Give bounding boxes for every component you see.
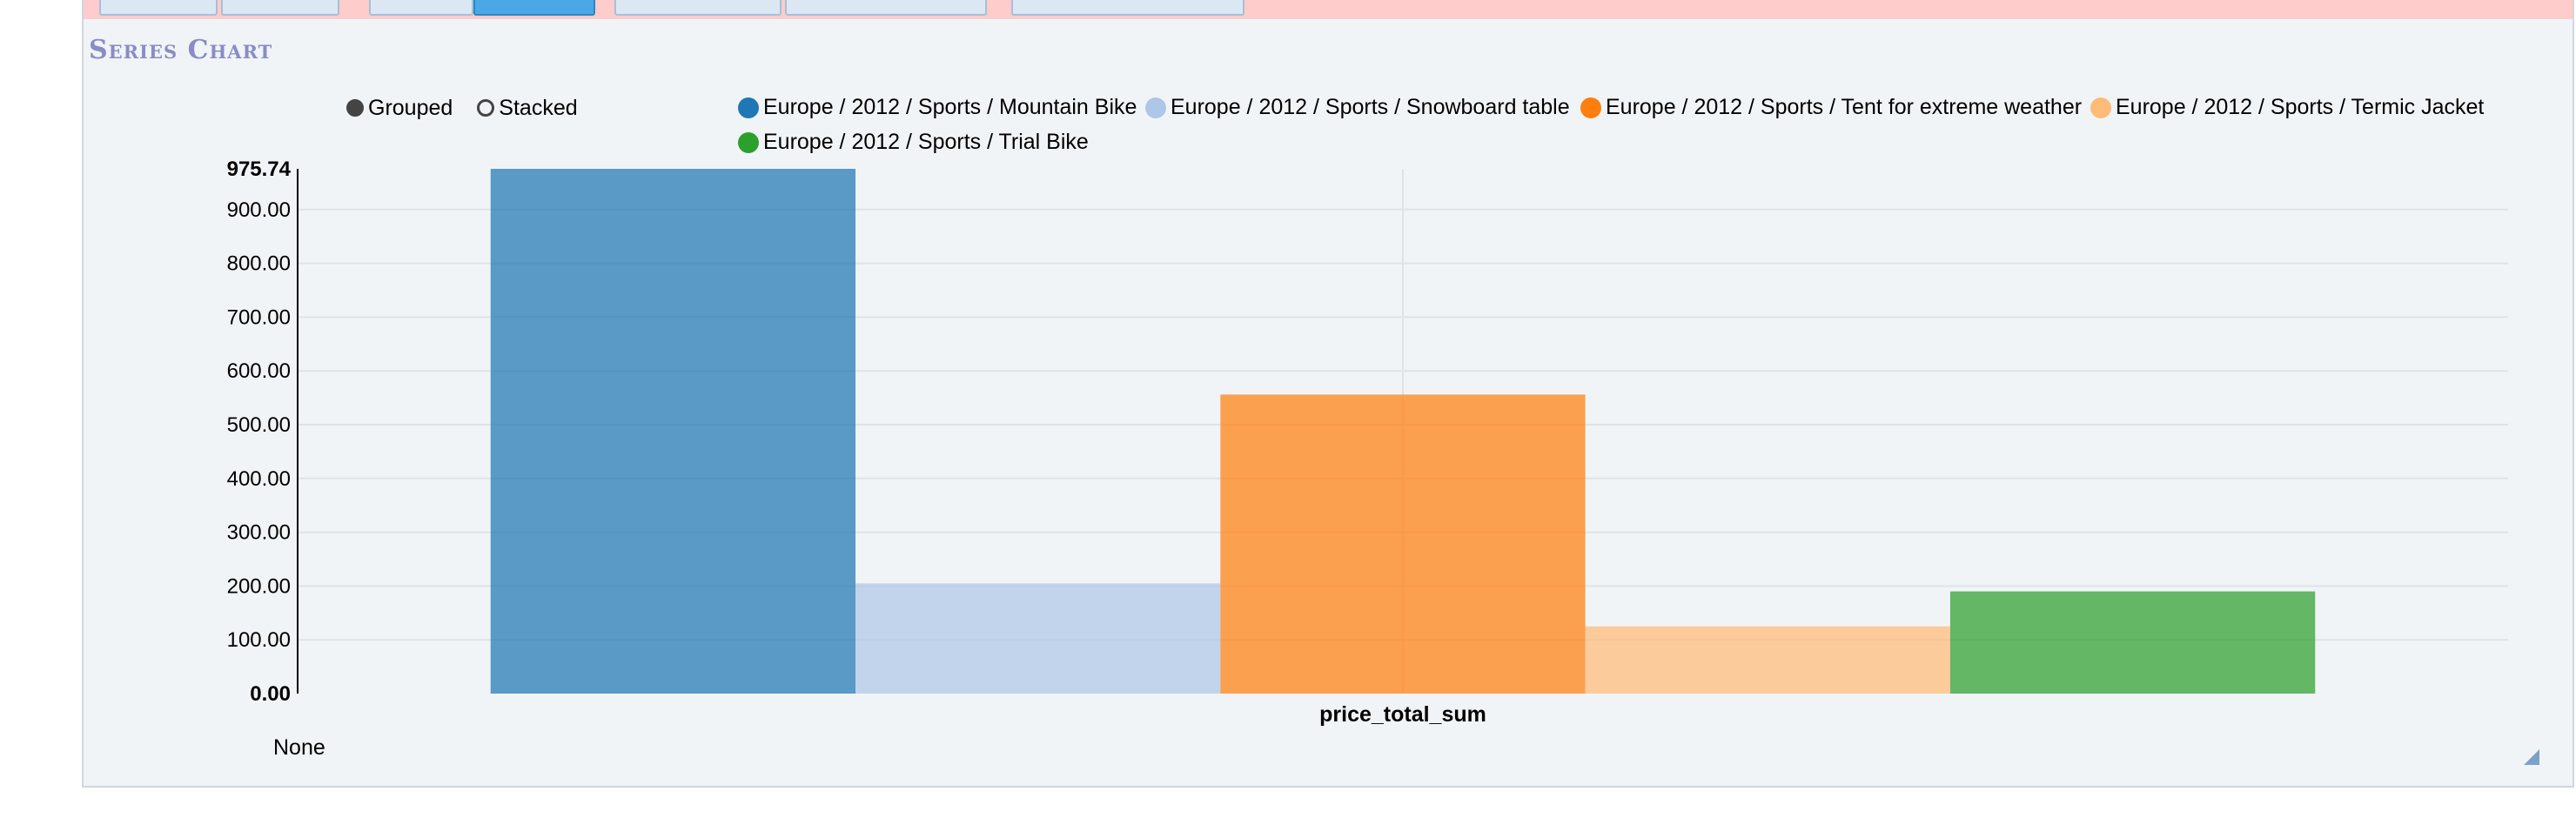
toolbar xyxy=(84,0,2573,19)
stacked-label[interactable]: Stacked xyxy=(499,95,578,120)
toolbar-button-5[interactable] xyxy=(614,0,782,16)
legend-dot-icon xyxy=(738,131,759,153)
y-tick-label: 700.00 xyxy=(227,305,291,329)
toolbar-button-1[interactable] xyxy=(99,0,218,16)
bar-termic-jacket xyxy=(1585,626,1950,694)
legend-dot-icon xyxy=(1145,97,1166,118)
series-chart-panel: Series Chart Grouped Stacked Europe / 20… xyxy=(82,0,2574,788)
legend-label: Europe / 2012 / Sports / Mountain Bike xyxy=(763,95,1137,119)
y-tick-label: 600.00 xyxy=(227,359,291,383)
toolbar-button-3[interactable] xyxy=(369,0,473,16)
bar-trial-bike xyxy=(1949,591,2316,694)
legend-dot-icon xyxy=(2090,97,2111,118)
toolbar-button-2[interactable] xyxy=(221,0,339,16)
y-tick-label: 200.00 xyxy=(227,574,291,598)
bar-tent-for-extreme-weather xyxy=(1220,394,1586,694)
bar-mountain-bike xyxy=(490,169,856,694)
legend-item-termic-jacket[interactable]: Europe / 2012 / Sports / Termic Jacket xyxy=(2090,95,2484,120)
x-tick-label: price_total_sum xyxy=(1319,702,1486,727)
grouped-label[interactable]: Grouped xyxy=(368,95,453,120)
y-tick-label: 0.00 xyxy=(250,682,291,706)
resize-handle-icon[interactable] xyxy=(2524,749,2539,765)
toolbar-button-7[interactable] xyxy=(1011,0,1244,16)
footer-note: None xyxy=(273,735,325,760)
y-tick-label: 900.00 xyxy=(227,198,291,222)
legend-label: Europe / 2012 / Sports / Snowboard table xyxy=(1171,95,1570,119)
grouped-radio-icon[interactable] xyxy=(346,99,364,117)
legend-item-snowboard-table[interactable]: Europe / 2012 / Sports / Snowboard table xyxy=(1145,95,1570,120)
legend-dot-icon xyxy=(738,97,759,118)
legend-label: Europe / 2012 / Sports / Trial Bike xyxy=(763,130,1089,154)
bar-chart: 0.00 100.00 200.00 300.00 400.00 500.00 600.00… xyxy=(227,158,2508,727)
legend-label: Europe / 2012 / Sports / Termic Jacket xyxy=(2116,95,2485,119)
panel-title: Series Chart xyxy=(89,35,273,65)
y-tick-label: 400.00 xyxy=(227,467,291,491)
legend-dot-icon xyxy=(1580,97,1601,118)
legend-item-trial-bike[interactable]: Europe / 2012 / Sports / Trial Bike xyxy=(738,130,1089,155)
y-tick-label: 100.00 xyxy=(227,628,291,652)
legend-item-mountain-bike[interactable]: Europe / 2012 / Sports / Mountain Bike xyxy=(738,95,1137,120)
y-tick-label: 800.00 xyxy=(227,252,291,276)
y-tick-label: 300.00 xyxy=(227,521,291,545)
legend-label: Europe / 2012 / Sports / Tent for extrem… xyxy=(1606,95,2083,119)
bar-snowboard-table xyxy=(855,583,1221,694)
legend-item-tent[interactable]: Europe / 2012 / Sports / Tent for extrem… xyxy=(1580,95,2082,120)
y-tick-label: 975.74 xyxy=(227,158,292,181)
stacked-radio-icon[interactable] xyxy=(477,99,495,117)
toolbar-button-6[interactable] xyxy=(785,0,987,16)
y-tick-label: 500.00 xyxy=(227,413,291,437)
chart-mode-controls: Grouped Stacked xyxy=(346,95,578,121)
toolbar-button-active[interactable] xyxy=(473,0,595,16)
